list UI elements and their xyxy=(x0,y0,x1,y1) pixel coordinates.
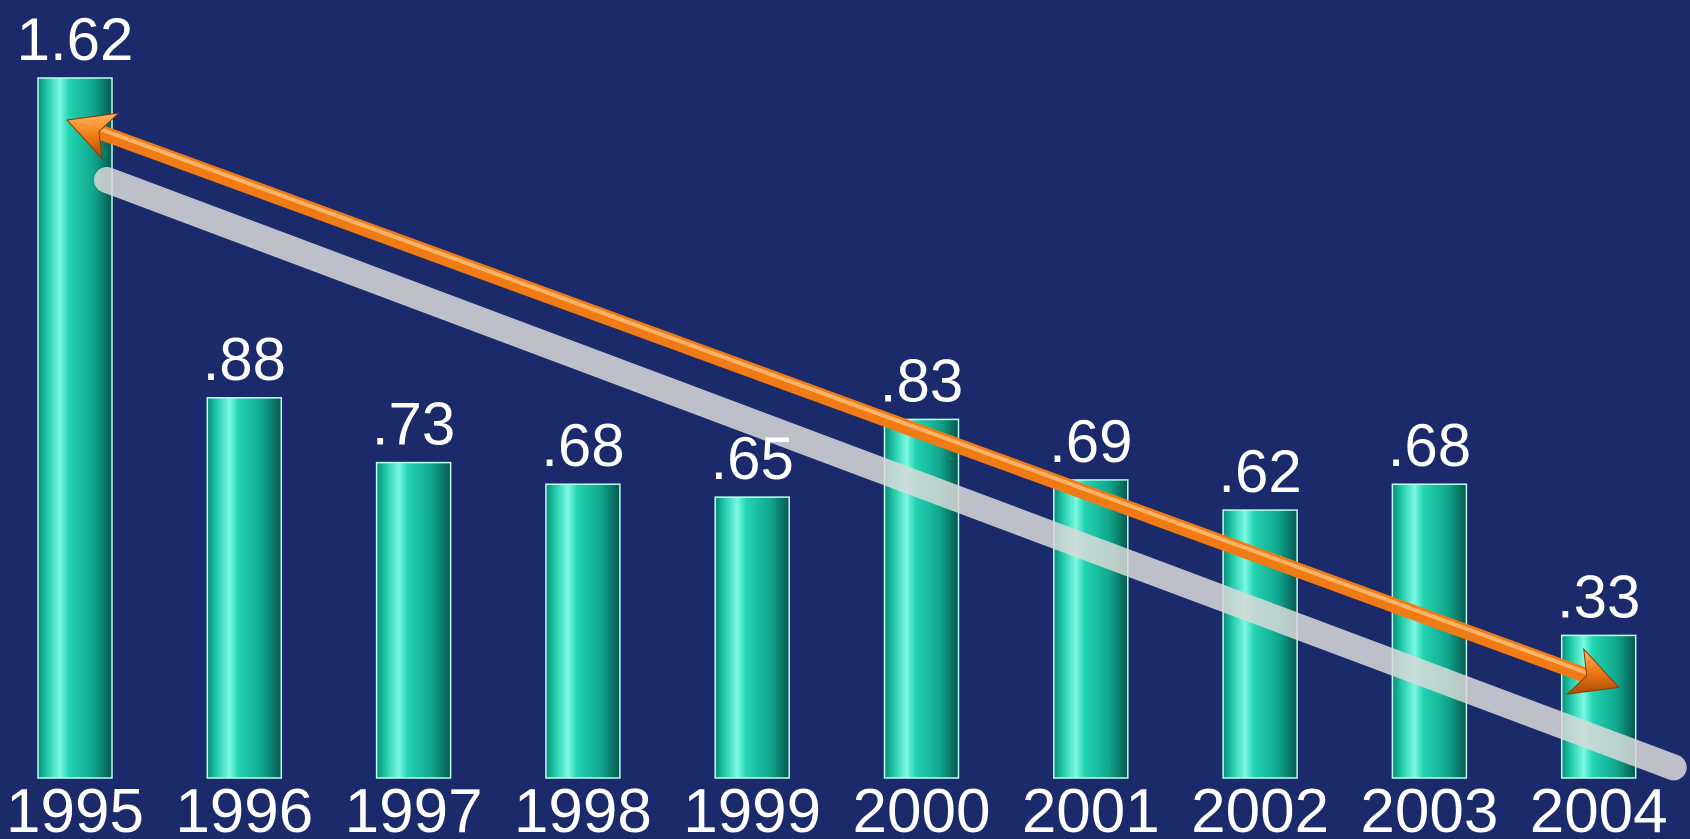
trend-arrow-group xyxy=(65,112,1687,781)
value-label-1998: .68 xyxy=(541,412,624,479)
value-label-1997: .73 xyxy=(372,391,455,458)
bar-1995 xyxy=(37,77,113,779)
trend-arrow-shaft xyxy=(89,123,1596,684)
value-label-2004: .33 xyxy=(1557,563,1640,630)
value-label-2003: .68 xyxy=(1388,412,1471,479)
category-label-2002: 2002 xyxy=(1191,777,1329,839)
category-label-1996: 1996 xyxy=(175,777,313,839)
value-label-2001: .69 xyxy=(1049,408,1132,475)
bar-2001 xyxy=(1053,479,1129,779)
trend-arrow-shadow xyxy=(94,167,1687,781)
value-label-1996: .88 xyxy=(203,326,286,393)
category-label-1997: 1997 xyxy=(345,777,483,839)
trend-arrow-head-end xyxy=(1565,647,1620,695)
labels-group: 1.62 1995 .88 1996 .73 1997 .68 1998 .65 1999 .83 2… xyxy=(6,6,1668,839)
category-label-2004: 2004 xyxy=(1530,777,1668,839)
category-label-2000: 2000 xyxy=(853,777,991,839)
category-label-1995: 1995 xyxy=(6,777,144,839)
trend-arrow-highlight xyxy=(95,126,1591,676)
value-label-2000: .83 xyxy=(880,347,963,414)
bar-1999 xyxy=(714,496,790,779)
value-label-1999: .65 xyxy=(710,425,793,492)
value-label-1995: 1.62 xyxy=(17,6,134,73)
bar-1998 xyxy=(545,483,621,779)
bar-1996 xyxy=(206,397,283,779)
bar-1997 xyxy=(375,461,452,779)
trend-arrow-head-start xyxy=(65,112,120,160)
category-label-2003: 2003 xyxy=(1360,777,1498,839)
value-label-2002: .62 xyxy=(1218,438,1301,505)
category-label-1999: 1999 xyxy=(683,777,821,839)
category-label-1998: 1998 xyxy=(514,777,652,839)
category-label-2001: 2001 xyxy=(1022,777,1160,839)
